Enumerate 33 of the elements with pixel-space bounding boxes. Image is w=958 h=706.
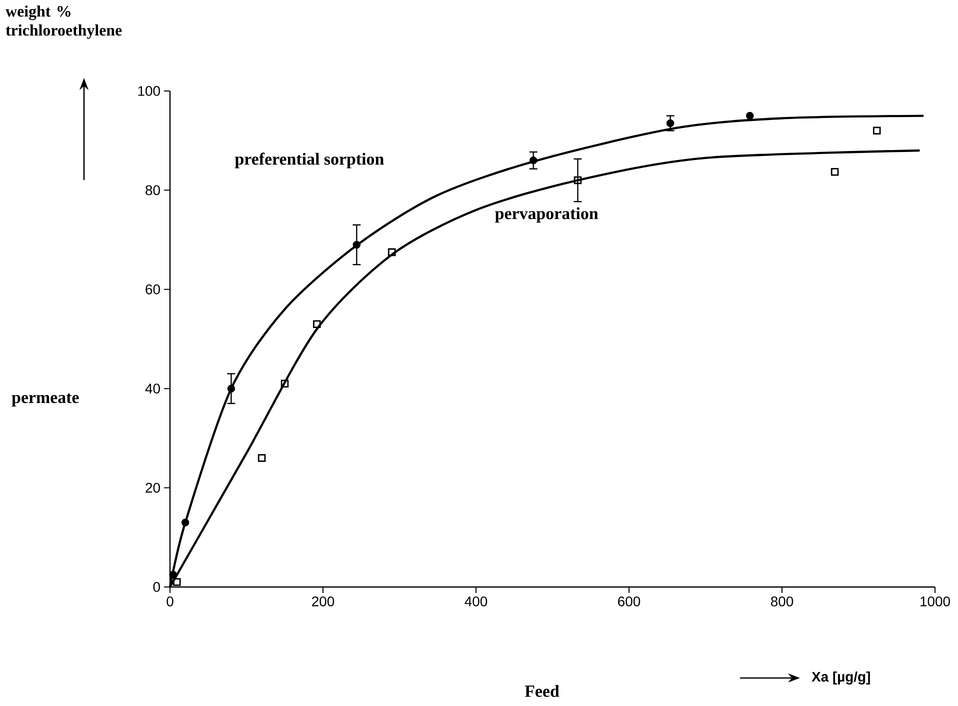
point [258,454,266,462]
y-tick-label: 40 [145,384,160,394]
text: Feed [524,685,560,697]
point [746,112,754,120]
x-tick-label: 800 [770,596,794,606]
y-tick-label: 100 [138,86,160,96]
x-tick-label: 200 [312,596,334,606]
y-tick-label: 0 [153,582,160,592]
y-tick-label: 60 [146,284,160,294]
text: weight % trichloroethylene [6,6,122,39]
text: preferential sorption [234,152,384,168]
point [173,578,181,586]
point [388,248,396,256]
point [169,570,177,578]
point [666,119,674,128]
point [352,240,361,249]
point [280,380,289,388]
point [181,518,190,526]
y-tick-label: 80 [146,185,160,196]
point [313,320,321,328]
x-axis-title: Xa [µg/g] [812,671,870,685]
point [574,176,582,184]
x-tick-label: 600 [618,596,640,606]
x-tick-label: 400 [464,596,488,606]
x-tick-label: 0 [166,596,174,606]
point [227,384,236,392]
y-axis-title: permeate [12,393,79,407]
y-tick-label: 20 [146,482,160,493]
point [872,126,881,135]
x-tick-label: 1000 [920,596,950,606]
series-label: pervaporation [495,207,598,223]
point [529,156,538,164]
point [830,168,839,176]
